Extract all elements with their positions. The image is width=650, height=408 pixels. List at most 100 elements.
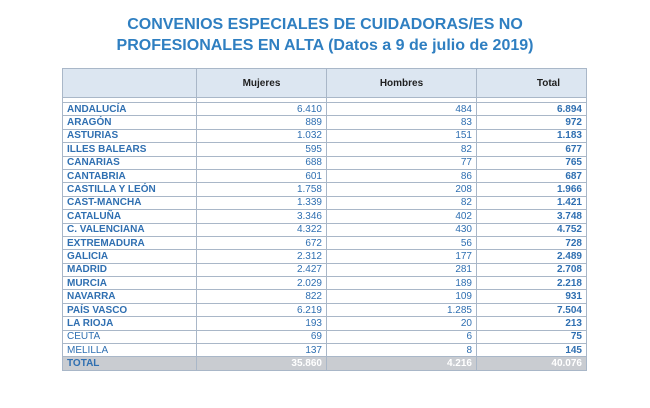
total-value: 1.966	[476, 182, 587, 197]
header-total: Total	[476, 68, 587, 98]
region-name: CATALUÑA	[62, 209, 197, 224]
hombres-value: 430	[326, 222, 477, 237]
region-name: CANARIAS	[62, 155, 197, 170]
document-title: CONVENIOS ESPECIALES DE CUIDADORAS/ES NO…	[0, 14, 650, 56]
mujeres-value: 2.029	[196, 276, 327, 291]
mujeres-value: 889	[196, 115, 327, 130]
total-value: 2.708	[476, 262, 587, 278]
mujeres-value: 69	[196, 329, 327, 345]
header-mujeres: Mujeres	[196, 68, 327, 98]
table-row: MURCIA 2.029 189 2.218	[62, 276, 587, 291]
mujeres-value: 1.032	[196, 128, 327, 144]
table-row: CASTILLA Y LEÓN 1.758 208 1.966	[62, 182, 587, 197]
mujeres-value: 1.339	[196, 195, 327, 211]
region-name: NAVARRA	[62, 289, 197, 304]
total-value: 728	[476, 235, 587, 251]
region-name: GALICIA	[62, 249, 197, 264]
region-name: MADRID	[62, 262, 197, 278]
table-row: MADRID 2.427 281 2.708	[62, 262, 587, 278]
total-value: 6.894	[476, 101, 587, 117]
header-region	[62, 68, 197, 98]
region-name: CANTABRIA	[62, 168, 197, 184]
hombres-value: 402	[326, 209, 477, 224]
total-value: 765	[476, 155, 587, 170]
mujeres-value: 1.758	[196, 182, 327, 197]
total-value: 677	[476, 142, 587, 157]
mujeres-value: 3.346	[196, 209, 327, 224]
hombres-value: 77	[326, 155, 477, 170]
total-value: 687	[476, 168, 587, 184]
table-header-row: Mujeres Hombres Total	[62, 68, 587, 98]
table-row: GALICIA 2.312 177 2.489	[62, 249, 587, 264]
table-row: LA RIOJA 193 20 213	[62, 316, 587, 331]
total-value: 972	[476, 115, 587, 130]
mujeres-value: 601	[196, 168, 327, 184]
region-name: C. VALENCIANA	[62, 222, 197, 237]
region-name: MURCIA	[62, 276, 197, 291]
region-name: CASTILLA Y LEÓN	[62, 182, 197, 197]
total-value: 145	[476, 343, 587, 358]
hombres-value: 8	[326, 343, 477, 358]
hombres-value: 109	[326, 289, 477, 304]
table-row: CAST-MANCHA 1.339 82 1.421	[62, 195, 587, 211]
hombres-value: 56	[326, 235, 477, 251]
table-row: CANARIAS 688 77 765	[62, 155, 587, 170]
table-row: C. VALENCIANA 4.322 430 4.752	[62, 222, 587, 237]
region-name: MELILLA	[62, 343, 197, 358]
total-hombres: 4.216	[326, 356, 477, 372]
region-name: ARAGÓN	[62, 115, 197, 130]
hombres-value: 6	[326, 329, 477, 345]
total-mujeres: 35.860	[196, 356, 327, 372]
mujeres-value: 6.410	[196, 101, 327, 117]
hombres-value: 82	[326, 142, 477, 157]
mujeres-value: 688	[196, 155, 327, 170]
mujeres-value: 672	[196, 235, 327, 251]
hombres-value: 1.285	[326, 302, 477, 318]
mujeres-value: 137	[196, 343, 327, 358]
hombres-value: 484	[326, 101, 477, 117]
hombres-value: 82	[326, 195, 477, 211]
mujeres-value: 6.219	[196, 302, 327, 318]
hombres-value: 177	[326, 249, 477, 264]
table-row: EXTREMADURA 672 56 728	[62, 235, 587, 251]
total-value: 213	[476, 316, 587, 331]
table-row: ARAGÓN 889 83 972	[62, 115, 587, 130]
mujeres-value: 4.322	[196, 222, 327, 237]
total-value: 2.489	[476, 249, 587, 264]
region-name: CAST-MANCHA	[62, 195, 197, 211]
table-row: MELILLA 137 8 145	[62, 343, 587, 358]
title-line-1: CONVENIOS ESPECIALES DE CUIDADORAS/ES NO	[127, 16, 523, 33]
total-value: 75	[476, 329, 587, 345]
hombres-value: 86	[326, 168, 477, 184]
region-name: PAÍS VASCO	[62, 302, 197, 318]
total-value: 1.183	[476, 128, 587, 144]
table-row: CEUTA 69 6 75	[62, 329, 587, 345]
header-hombres: Hombres	[326, 68, 477, 98]
table-row: PAÍS VASCO 6.219 1.285 7.504	[62, 302, 587, 318]
hombres-value: 151	[326, 128, 477, 144]
region-name: ASTURIAS	[62, 128, 197, 144]
region-name: ANDALUCÍA	[62, 101, 197, 117]
total-row: TOTAL 35.860 4.216 40.076	[62, 356, 587, 372]
hombres-value: 208	[326, 182, 477, 197]
title-line-2: PROFESIONALES EN ALTA (Datos a 9 de juli…	[116, 37, 534, 54]
table-row: ILLES BALEARS 595 82 677	[62, 142, 587, 157]
total-value: 931	[476, 289, 587, 304]
table-row: ASTURIAS 1.032 151 1.183	[62, 128, 587, 144]
hombres-value: 20	[326, 316, 477, 331]
region-name: CEUTA	[62, 329, 197, 345]
region-name: ILLES BALEARS	[62, 142, 197, 157]
total-value: 3.748	[476, 209, 587, 224]
table-row: CANTABRIA 601 86 687	[62, 168, 587, 184]
data-table: Mujeres Hombres Total ANDALUCÍA 6.410 484 6…	[62, 68, 587, 372]
region-name: EXTREMADURA	[62, 235, 197, 251]
mujeres-value: 2.312	[196, 249, 327, 264]
total-label: TOTAL	[62, 356, 197, 372]
total-value: 1.421	[476, 195, 587, 211]
table-row: NAVARRA 822 109 931	[62, 289, 587, 304]
hombres-value: 83	[326, 115, 477, 130]
mujeres-value: 193	[196, 316, 327, 331]
mujeres-value: 595	[196, 142, 327, 157]
table-row: CATALUÑA 3.346 402 3.748	[62, 209, 587, 224]
table-row: ANDALUCÍA 6.410 484 6.894	[62, 101, 587, 117]
